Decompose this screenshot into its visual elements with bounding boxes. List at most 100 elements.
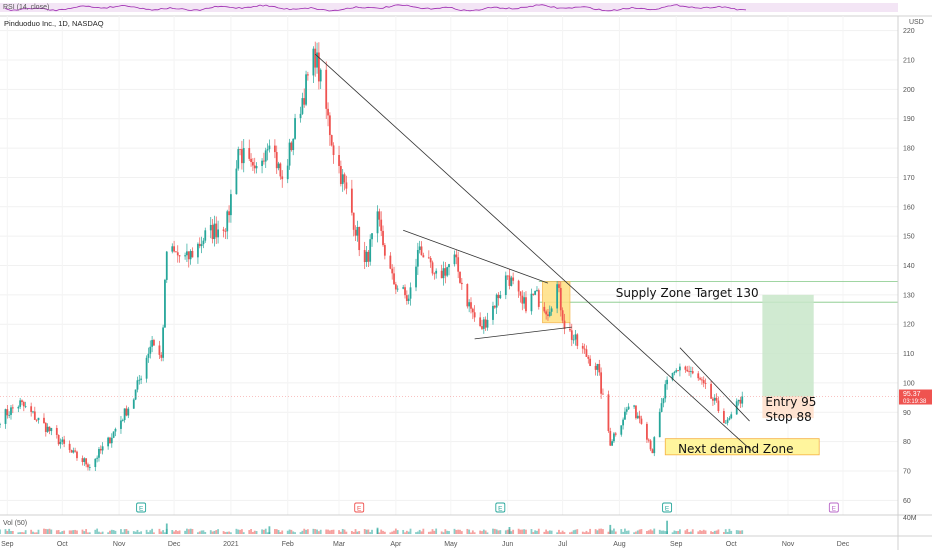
candle-body	[697, 373, 700, 379]
volume-bar	[211, 531, 214, 534]
volume-bar	[717, 529, 720, 534]
price-tick-label: 120	[903, 322, 915, 329]
volume-bar	[136, 529, 139, 534]
volume-bar	[435, 528, 438, 534]
volume-bar	[512, 529, 515, 534]
candle-body	[547, 314, 549, 316]
price-tick-label: 220	[903, 28, 915, 35]
volume-bar	[558, 529, 560, 534]
volume-bar	[305, 529, 307, 534]
candle-body	[583, 348, 586, 350]
candle-body	[290, 142, 293, 151]
volume-bar	[394, 528, 397, 534]
volume-bar	[635, 531, 637, 534]
volume-bar	[481, 531, 483, 534]
candle-body	[343, 174, 346, 183]
volume-bar	[138, 532, 141, 534]
candle-body	[712, 398, 714, 401]
volume-bar	[602, 529, 604, 534]
volume-bar	[123, 529, 126, 534]
candle-body	[378, 211, 381, 220]
candle-body	[598, 363, 601, 373]
price-axis[interactable]: 60 70 80 90 100 110 120 130 140 150 160 170 180 190 20…	[897, 16, 915, 550]
volume-bar	[241, 529, 243, 534]
volume-bar	[19, 532, 22, 534]
candle-body	[624, 411, 626, 420]
volume-bar	[563, 532, 566, 534]
volume-bar	[543, 531, 546, 534]
volume-bar	[250, 529, 252, 534]
price-tick-label: 90	[903, 410, 911, 417]
candle-body	[55, 427, 58, 435]
candle-body	[235, 168, 238, 195]
volume-bar	[523, 529, 526, 534]
volume-bar	[497, 530, 500, 534]
volume-bar	[521, 529, 524, 534]
volume-bar	[261, 529, 263, 534]
candle-body	[594, 365, 597, 370]
volume-bar	[50, 529, 53, 534]
candle-body	[120, 420, 122, 429]
volume-bar	[332, 529, 335, 534]
candle-body	[572, 339, 575, 341]
candle-body	[252, 162, 254, 166]
candle-body	[679, 366, 681, 371]
volume-bar	[433, 530, 436, 534]
candle-body	[717, 400, 720, 412]
time-axis[interactable]: Sep Oct Nov Dec 2021 Feb Mar Apr May Jun Jul Aug Sep…	[1, 541, 850, 548]
candle-body	[19, 400, 22, 407]
candle-body	[647, 439, 650, 441]
price-tick-label: 170	[903, 175, 915, 182]
candle-body	[74, 450, 77, 452]
volume-bar	[120, 529, 122, 534]
volume-bar	[600, 528, 603, 534]
volume-bar	[561, 530, 564, 534]
candle-body	[396, 288, 399, 290]
candle-body	[202, 240, 205, 245]
volume-bar	[32, 531, 34, 534]
volume-bar	[292, 531, 295, 534]
candle-body	[558, 284, 560, 288]
candle-body	[545, 311, 548, 315]
candle-body	[371, 233, 373, 240]
volume-bar	[343, 529, 346, 534]
volume-bar	[72, 530, 75, 534]
volume-bar	[622, 531, 625, 534]
volume-bar	[350, 531, 353, 534]
earnings-marker	[828, 502, 839, 513]
volume-bar	[158, 528, 161, 534]
time-tick-label: Dec	[837, 541, 850, 548]
volume-bar	[506, 529, 509, 534]
volume-bar	[63, 530, 66, 534]
volume-bar	[444, 529, 447, 534]
volume-bar	[263, 529, 265, 534]
volume-bar	[556, 532, 559, 534]
candle-body	[702, 380, 705, 384]
candle-body	[726, 419, 729, 423]
candle-body	[415, 266, 417, 288]
volume-bar	[328, 530, 331, 534]
volume-bar	[286, 530, 289, 534]
candle-body	[453, 254, 456, 265]
volume-bar	[327, 529, 329, 534]
volume-bar	[226, 531, 229, 534]
candle-body	[112, 431, 115, 438]
volume-bar	[6, 530, 9, 534]
candle-body	[600, 372, 603, 394]
candle-body	[691, 371, 694, 374]
volume-spike-bar	[609, 524, 612, 534]
price-tick-label: 100	[903, 380, 915, 387]
volume-bar	[294, 532, 296, 534]
volume-bar	[649, 529, 652, 534]
candle-body	[250, 158, 252, 163]
candle-body	[85, 458, 88, 465]
volume-bar	[396, 530, 399, 534]
candle-body	[222, 229, 225, 231]
candle-body	[550, 308, 553, 312]
candle-body	[301, 98, 304, 114]
volume-bar	[46, 529, 49, 534]
volume-bar	[415, 532, 417, 534]
time-tick-label: Mar	[333, 541, 346, 548]
